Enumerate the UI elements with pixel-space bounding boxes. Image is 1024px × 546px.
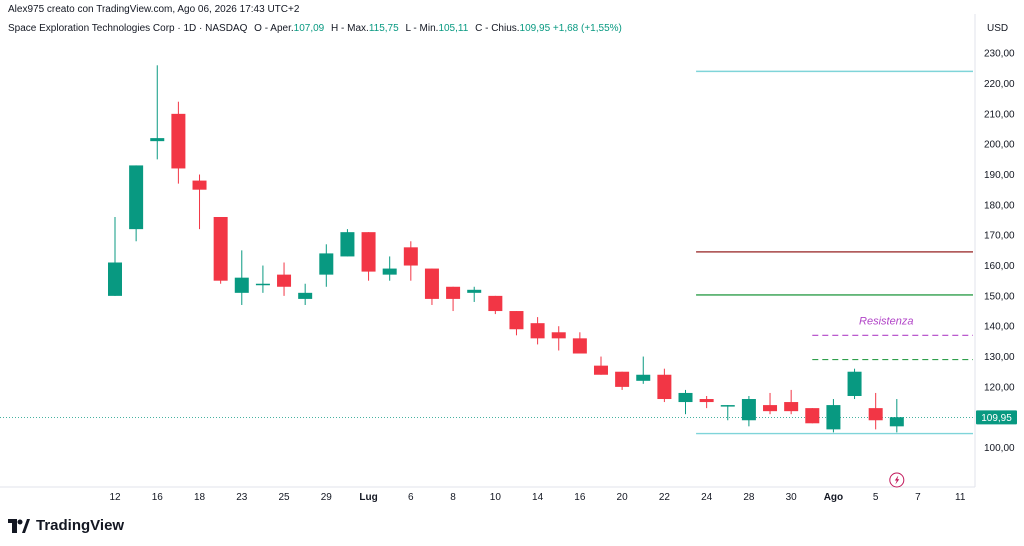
x-tick-label: 6	[408, 492, 414, 503]
candle-body	[720, 405, 735, 407]
y-tick-label: 140,00	[984, 322, 1015, 333]
close-text: Chius.	[491, 23, 520, 34]
candle-body	[319, 253, 334, 275]
candle-body	[636, 374, 651, 381]
last-price-label: 109,95	[981, 413, 1012, 424]
candle-body	[255, 283, 270, 286]
candle-body	[129, 165, 144, 230]
candle-body	[382, 268, 397, 275]
x-tick-label: 24	[701, 492, 713, 503]
candle-body	[277, 274, 292, 287]
candle-body	[847, 371, 862, 396]
close-value: 109,95	[519, 23, 551, 34]
open-label: O	[254, 23, 262, 34]
open-text: Aper.	[270, 23, 294, 34]
x-tick-label: Lug	[359, 492, 377, 503]
y-tick-label: 150,00	[984, 291, 1015, 302]
candle-body	[593, 365, 608, 375]
attribution-text: Alex975 creato con TradingView.com, Ago …	[8, 4, 300, 15]
candle-body	[509, 311, 524, 330]
annotation-resistenza: Resistenza	[859, 316, 913, 328]
y-tick-label: 210,00	[984, 109, 1015, 120]
y-tick-label: 170,00	[984, 231, 1015, 242]
y-tick-label: 100,00	[984, 443, 1015, 454]
x-tick-label: Ago	[824, 492, 843, 503]
low-label: L	[405, 23, 411, 34]
candle-body	[488, 295, 503, 312]
candle-body	[889, 417, 904, 427]
lightning-icon	[894, 475, 900, 485]
candle-body	[678, 392, 693, 403]
y-tick-label: 130,00	[984, 352, 1015, 363]
y-tick-label: 190,00	[984, 170, 1015, 181]
low-value: 105,11	[438, 23, 469, 34]
symbol-legend: Space Exploration Technologies Corp · 1D…	[8, 23, 622, 34]
x-tick-label: 16	[152, 492, 164, 503]
candle-body	[551, 332, 566, 339]
x-tick-label: 25	[278, 492, 290, 503]
candle-body	[192, 180, 207, 190]
brand-name: TradingView	[36, 517, 125, 534]
x-tick-label: 11	[955, 492, 966, 503]
candle-body	[763, 405, 778, 412]
candle-body	[234, 277, 249, 293]
candle-body	[150, 138, 165, 142]
high-text: Max.	[347, 23, 369, 34]
x-tick-label: 10	[490, 492, 502, 503]
tradingview-logo[interactable]: TradingView	[8, 517, 124, 534]
x-tick-label: 14	[532, 492, 544, 503]
x-tick-label: 28	[743, 492, 755, 503]
x-tick-label: 30	[786, 492, 798, 503]
candle-body	[572, 338, 587, 354]
low-text: Min.	[419, 23, 439, 34]
candle-body	[530, 323, 545, 339]
tradingview-logo-icon	[8, 518, 30, 533]
candle-body	[805, 408, 820, 424]
y-tick-label: 230,00	[984, 49, 1015, 60]
close-label: C	[475, 23, 483, 34]
y-tick-label: 180,00	[984, 200, 1015, 211]
high-label: H	[331, 23, 339, 34]
open-value: 107,09	[293, 23, 325, 34]
candle-body	[340, 232, 355, 257]
currency-label: USD	[987, 23, 1009, 34]
x-tick-label: 7	[915, 492, 921, 503]
symbol-name: Space Exploration Technologies Corp · 1D…	[8, 23, 248, 34]
y-tick-label: 200,00	[984, 140, 1015, 151]
x-tick-label: 16	[574, 492, 586, 503]
candle-body	[826, 405, 841, 430]
candle-body	[657, 374, 672, 400]
candle-body	[446, 286, 461, 299]
candle-body	[467, 289, 482, 293]
candle-body	[213, 216, 228, 281]
x-tick-label: 5	[873, 492, 879, 503]
x-tick-label: 22	[659, 492, 671, 503]
change-value: +1,68 (+1,55%)	[552, 23, 622, 34]
candle-body	[361, 232, 376, 272]
y-tick-label: 120,00	[984, 382, 1015, 393]
candle-body	[171, 113, 186, 169]
candle-body	[741, 399, 756, 421]
x-tick-label: 8	[450, 492, 456, 503]
high-value: 115,75	[368, 23, 399, 34]
candle-body	[615, 371, 630, 387]
last-price-badge	[976, 410, 1017, 425]
candle-body	[868, 408, 883, 421]
y-tick-label: 220,00	[984, 79, 1015, 90]
x-tick-label: 29	[321, 492, 333, 503]
candle-body	[403, 247, 418, 266]
candle-body	[424, 268, 439, 299]
y-tick-label: 160,00	[984, 261, 1015, 272]
x-tick-label: 20	[617, 492, 629, 503]
x-tick-label: 23	[236, 492, 248, 503]
candle-body	[108, 262, 122, 296]
x-tick-label: 12	[109, 492, 121, 503]
candle-body	[699, 399, 714, 403]
x-tick-label: 18	[194, 492, 206, 503]
candle-body	[784, 402, 799, 412]
candle-body	[298, 292, 313, 299]
